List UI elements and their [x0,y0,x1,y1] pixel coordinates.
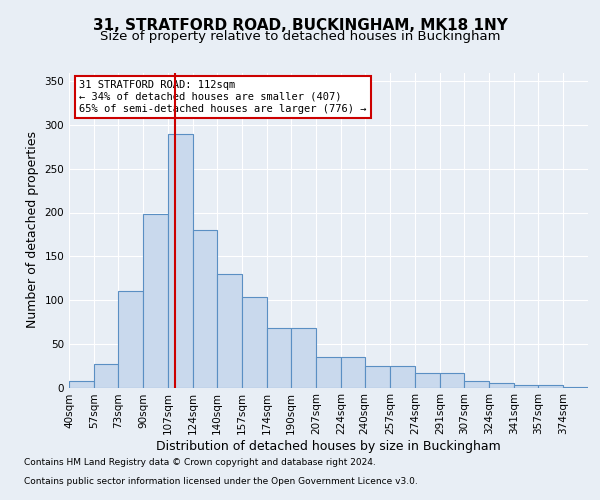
Bar [538,385,563,388]
Text: Contains public sector information licensed under the Open Government Licence v3: Contains public sector information licen… [24,476,418,486]
Bar [242,298,267,388]
Bar [69,382,94,388]
Bar [365,366,390,388]
Bar [341,357,365,388]
Text: 31, STRATFORD ROAD, BUCKINGHAM, MK18 1NY: 31, STRATFORD ROAD, BUCKINGHAM, MK18 1NY [92,18,508,32]
Bar [390,366,415,388]
Text: 31 STRATFORD ROAD: 112sqm
← 34% of detached houses are smaller (407)
65% of semi: 31 STRATFORD ROAD: 112sqm ← 34% of detac… [79,80,367,114]
Text: Size of property relative to detached houses in Buckingham: Size of property relative to detached ho… [100,30,500,43]
Bar [440,372,464,388]
X-axis label: Distribution of detached houses by size in Buckingham: Distribution of detached houses by size … [156,440,501,453]
Bar [143,214,168,388]
Bar [316,357,341,388]
Bar [267,328,291,388]
Bar [193,230,217,388]
Bar [217,274,242,388]
Bar [514,385,538,388]
Bar [118,291,143,388]
Bar [291,328,316,388]
Bar [94,364,118,388]
Y-axis label: Number of detached properties: Number of detached properties [26,132,39,328]
Bar [563,386,588,388]
Bar [415,372,440,388]
Text: Contains HM Land Registry data © Crown copyright and database right 2024.: Contains HM Land Registry data © Crown c… [24,458,376,467]
Bar [168,134,193,388]
Bar [464,382,489,388]
Bar [489,383,514,388]
